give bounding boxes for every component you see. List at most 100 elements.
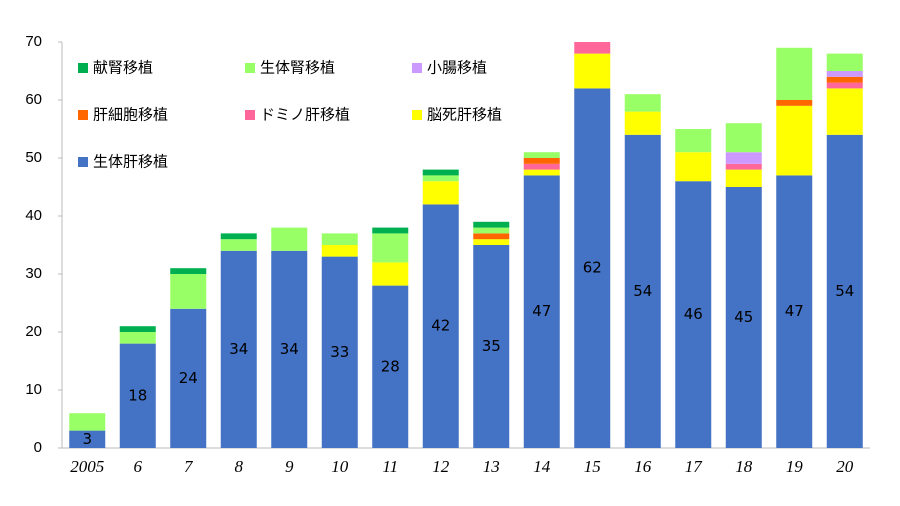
bar-segment: [574, 88, 611, 449]
bar-segment: [725, 152, 762, 164]
x-tick-label: 20: [836, 457, 854, 476]
bar-segment: [69, 413, 106, 431]
bar-segment: [69, 430, 106, 448]
bar-segment: [422, 175, 459, 182]
bar-segment: [473, 221, 510, 228]
x-tick-label: 11: [382, 457, 398, 476]
bar-segment: [119, 326, 156, 332]
bar-segment: [523, 175, 560, 448]
bar-segment: [725, 187, 762, 448]
data-label: 45: [734, 308, 753, 326]
x-tick-label: 17: [685, 457, 704, 476]
bar-segment: [826, 82, 863, 89]
bar-segment: [372, 262, 409, 286]
legend-label: 生体腎移植: [260, 59, 335, 77]
data-label: 47: [532, 302, 551, 320]
bar-segment: [422, 204, 459, 448]
bar-segment: [473, 239, 510, 245]
legend-label: 生体肝移植: [93, 153, 168, 171]
legend-swatch: [412, 63, 422, 73]
legend-swatch: [245, 110, 255, 120]
bar-segment: [826, 88, 863, 135]
bar-segment: [422, 169, 459, 176]
legend-label: 脳死肝移植: [427, 106, 502, 124]
data-label: 54: [633, 282, 652, 300]
legend-label: 小腸移植: [427, 59, 487, 77]
bar-segment: [624, 134, 661, 449]
bar-segment: [675, 129, 712, 153]
bar-segment: [826, 53, 863, 71]
x-tick-label: 13: [483, 457, 500, 476]
y-tick-label: 10: [25, 381, 42, 398]
data-label: 42: [431, 317, 450, 335]
legend-swatch: [78, 157, 88, 167]
bar-segment: [675, 152, 712, 182]
y-tick-label: 70: [25, 33, 42, 50]
bar-segment: [776, 105, 813, 176]
bar-segment: [321, 233, 358, 245]
bar-segment: [523, 158, 560, 164]
bar-segment: [725, 163, 762, 170]
legend-label: 献腎移植: [93, 59, 153, 77]
x-tick-label: 8: [235, 457, 244, 476]
bar-segment: [170, 274, 207, 309]
x-tick-label: 19: [786, 457, 804, 476]
data-label: 62: [583, 259, 602, 277]
legend-label: ドミノ肝移植: [260, 106, 350, 124]
bar-segment: [826, 71, 863, 77]
data-label: 18: [128, 386, 147, 404]
x-tick-label: 14: [533, 457, 551, 476]
bar-segment: [776, 47, 813, 100]
bar-segment: [776, 100, 813, 106]
bar-segment: [675, 181, 712, 448]
x-tick-label: 7: [184, 457, 194, 476]
x-tick-label: 2005: [70, 457, 104, 476]
bar-segment: [624, 94, 661, 112]
bar-segment: [826, 134, 863, 449]
y-tick-label: 40: [25, 207, 42, 224]
bar-segment: [574, 42, 611, 54]
bar-segment: [372, 285, 409, 448]
x-tick-label: 18: [735, 457, 753, 476]
bar-segment: [422, 181, 459, 205]
bar-segment: [372, 233, 409, 263]
y-tick-label: 30: [25, 265, 42, 282]
bar-segment: [271, 227, 308, 251]
bar-segment: [220, 233, 257, 240]
data-label: 47: [785, 302, 804, 320]
y-tick-label: 20: [25, 323, 42, 340]
bar-segment: [776, 175, 813, 448]
legend-label: 肝細胞移植: [93, 106, 168, 124]
y-tick-label: 50: [25, 149, 42, 166]
data-label: 33: [330, 343, 349, 361]
data-label: 54: [835, 282, 854, 300]
bar-segment: [473, 233, 510, 240]
x-tick-label: 16: [634, 457, 652, 476]
legend-swatch: [245, 63, 255, 73]
bar-segment: [624, 111, 661, 135]
bar-segment: [119, 343, 156, 448]
bar-segment: [523, 152, 560, 158]
legend-swatch: [78, 110, 88, 120]
bar-segment: [170, 268, 207, 274]
bar-segment: [321, 256, 358, 448]
data-label: 34: [280, 340, 299, 358]
bar-segment: [473, 245, 510, 448]
bar-segment: [725, 123, 762, 153]
data-label: 3: [82, 430, 92, 448]
legend-swatch: [78, 63, 88, 73]
bar-segment: [473, 227, 510, 234]
data-label: 46: [684, 305, 703, 323]
bar-segment: [170, 308, 207, 448]
x-tick-label: 10: [331, 457, 349, 476]
bar-segment: [220, 250, 257, 448]
legend-swatch: [412, 110, 422, 120]
bar-segment: [220, 239, 257, 251]
data-label: 28: [381, 357, 400, 375]
y-tick-label: 0: [34, 439, 42, 456]
bar-segment: [523, 169, 560, 176]
bar-segment: [321, 245, 358, 257]
y-tick-label: 60: [25, 91, 42, 108]
bar-segment: [271, 250, 308, 448]
